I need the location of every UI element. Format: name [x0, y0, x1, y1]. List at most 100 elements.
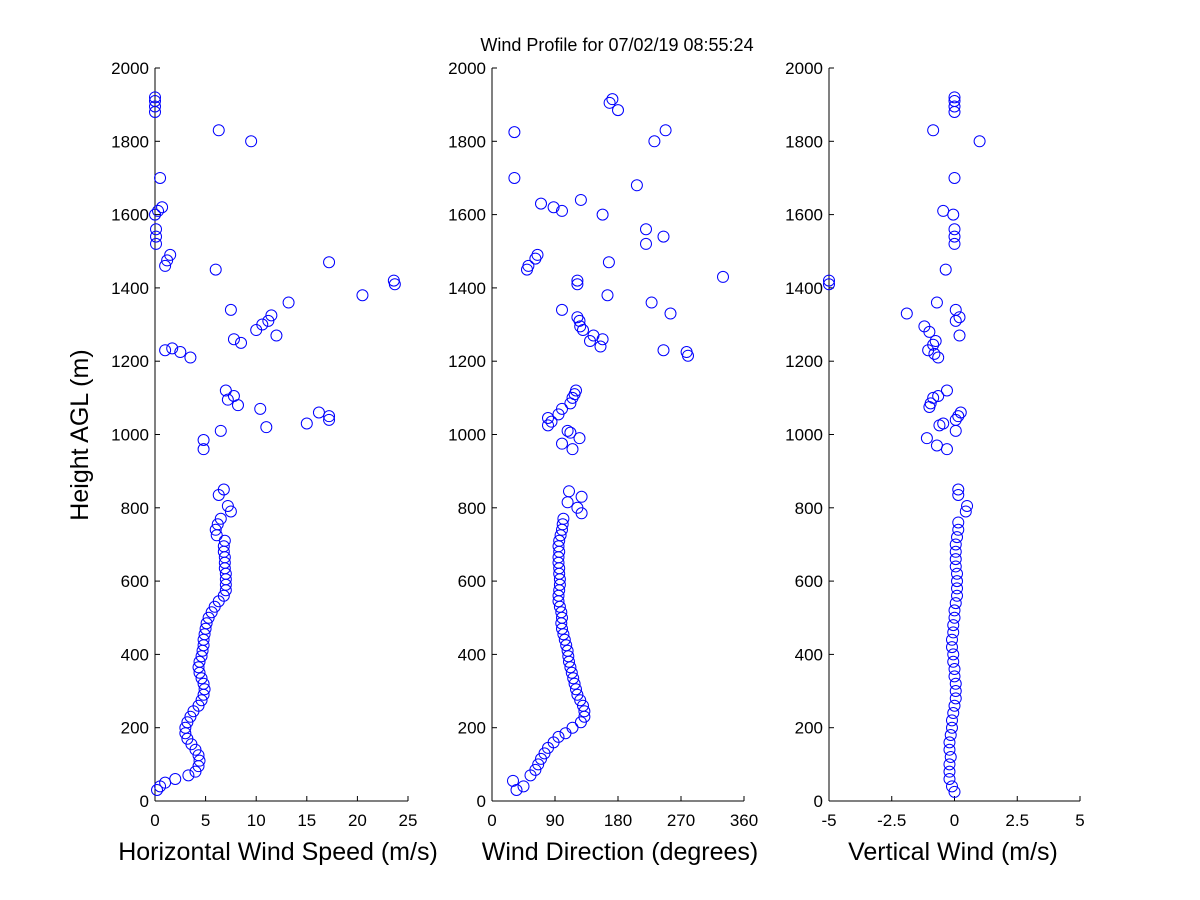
- direction-data-point: [574, 694, 587, 707]
- vertical-data-point: [948, 100, 961, 113]
- vertical-data-point: [945, 721, 958, 734]
- speed-data-point: [192, 699, 205, 712]
- direction-data-point: [601, 289, 614, 302]
- direction-y-tick-label: 800: [458, 499, 486, 518]
- direction-data-point: [640, 237, 652, 250]
- vertical-data-point: [927, 338, 940, 351]
- speed-y-tick-label: 1000: [111, 426, 149, 445]
- speed-x-tick-label: 5: [201, 811, 210, 830]
- direction-y-tick-label: 1000: [448, 426, 486, 445]
- speed-data-point: [195, 672, 208, 685]
- speed-data-point: [217, 540, 230, 553]
- speed-data-point: [300, 417, 313, 430]
- direction-y-tick-label: 0: [477, 792, 486, 811]
- direction-y-tick-label: 1600: [448, 206, 486, 225]
- vertical-data-point: [918, 320, 931, 333]
- vertical-data-point: [823, 274, 835, 287]
- direction-data-point: [566, 443, 579, 456]
- speed-y-tick-label: 2000: [111, 59, 149, 78]
- vertical-data-point: [952, 483, 965, 496]
- vertical-data-point: [948, 670, 961, 683]
- speed-data-point: [312, 406, 325, 419]
- vertical-data-point: [945, 780, 958, 793]
- vertical-x-tick-label: 0: [950, 811, 959, 830]
- direction-data-point: [574, 320, 587, 333]
- vertical-data-point: [949, 560, 962, 573]
- direction-data-point: [574, 193, 587, 206]
- vertical-data-point: [932, 351, 945, 364]
- figure-title: Wind Profile for 07/02/19 08:55:24: [480, 35, 753, 55]
- vertical-data-point: [924, 397, 937, 410]
- direction-y-tick-label: 2000: [448, 59, 486, 78]
- speed-x-tick-label: 15: [297, 811, 316, 830]
- vertical-data-point: [948, 223, 961, 236]
- vertical-data-point: [945, 633, 958, 646]
- direction-y-tick-label: 1400: [448, 279, 486, 298]
- panel-vertical: 0 200 400 600 800 1000 1200 1400 1600 1800 2000 -5 -…: [785, 59, 1085, 866]
- vertical-data-point: [953, 311, 966, 324]
- y-axis-label: Height AGL (m): [66, 349, 94, 520]
- vertical-y-tick-label: 2000: [785, 59, 823, 78]
- vertical-x-axis-label: Vertical Wind (m/s): [848, 838, 1058, 866]
- speed-data-point: [150, 230, 163, 243]
- vertical-data-point: [947, 655, 960, 668]
- speed-data-point: [184, 351, 197, 364]
- speed-data-point: [211, 518, 224, 531]
- direction-data-point: [508, 171, 521, 184]
- speed-data-point: [159, 344, 172, 357]
- speed-data-point: [149, 100, 161, 113]
- vertical-data-point: [920, 432, 933, 445]
- panel-speed: 0 200 400 600 800 1000 1200 1400 1600 1800 2000 0 5 1…: [111, 59, 438, 866]
- vertical-data-point: [952, 410, 965, 423]
- vertical-data-point: [948, 237, 961, 250]
- speed-y-tick-label: 0: [140, 792, 149, 811]
- speed-data-point: [227, 390, 240, 403]
- speed-data-point: [224, 505, 237, 518]
- vertical-data-point: [948, 230, 961, 243]
- speed-data-point: [179, 721, 192, 734]
- direction-x-tick-label: 360: [730, 811, 758, 830]
- vertical-data-point: [959, 505, 972, 518]
- direction-y-tick-label: 400: [458, 645, 486, 664]
- vertical-data-point: [949, 545, 962, 558]
- direction-data-point: [522, 259, 535, 272]
- direction-data-point: [545, 415, 558, 428]
- speed-data-point: [192, 749, 205, 762]
- direction-data-point: [680, 346, 693, 359]
- speed-data-point: [169, 773, 182, 786]
- direction-data-point: [564, 426, 577, 439]
- speed-data-point: [164, 248, 177, 261]
- vertical-data-point: [932, 390, 945, 403]
- speed-data-point: [152, 204, 165, 217]
- speed-data-point: [198, 683, 211, 696]
- direction-data-point: [517, 780, 530, 793]
- vertical-data-point: [947, 648, 960, 661]
- direction-data-point: [717, 270, 729, 283]
- vertical-data-point: [953, 329, 966, 342]
- vertical-y-tick-label: 400: [795, 645, 823, 664]
- speed-data-point: [150, 223, 163, 236]
- speed-data-point: [235, 336, 248, 349]
- speed-data-point: [161, 254, 174, 267]
- vertical-data-point: [940, 384, 953, 397]
- speed-data-point: [209, 523, 222, 536]
- speed-data-point: [174, 346, 187, 359]
- speed-data-point: [192, 661, 205, 674]
- direction-data-point: [612, 104, 624, 117]
- speed-data-point: [265, 309, 278, 322]
- vertical-data-point: [928, 347, 941, 360]
- direction-data-point: [596, 208, 609, 221]
- direction-data-point: [542, 419, 554, 432]
- vertical-data-point: [943, 773, 956, 786]
- direction-data-point: [566, 721, 579, 734]
- vertical-data-point: [930, 439, 943, 452]
- direction-y-tick-label: 600: [458, 572, 486, 591]
- speed-data-point: [189, 765, 202, 778]
- vertical-y-tick-label: 800: [795, 499, 823, 518]
- direction-data-point: [570, 384, 582, 397]
- direction-x-axis-label: Wind Direction (degrees): [482, 838, 759, 866]
- vertical-data-point: [949, 303, 962, 316]
- vertical-data-point: [943, 758, 956, 771]
- direction-y-tick-label: 1200: [448, 352, 486, 371]
